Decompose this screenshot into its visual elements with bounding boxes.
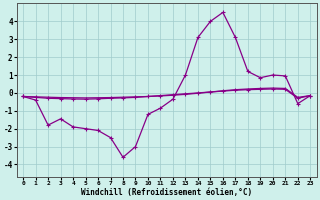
X-axis label: Windchill (Refroidissement éolien,°C): Windchill (Refroidissement éolien,°C) [81,188,252,197]
